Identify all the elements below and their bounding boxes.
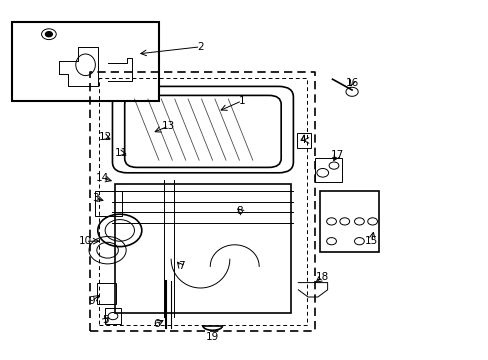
Bar <box>297 133 310 148</box>
Text: 12: 12 <box>98 132 112 142</box>
Text: 1: 1 <box>238 96 245 106</box>
Text: 11: 11 <box>114 148 128 158</box>
Text: 2: 2 <box>197 42 203 52</box>
Text: 8: 8 <box>236 206 243 216</box>
Text: 17: 17 <box>330 150 344 160</box>
Bar <box>105 308 121 324</box>
Bar <box>320 191 378 252</box>
Text: 7: 7 <box>177 261 184 271</box>
Bar <box>95 191 122 216</box>
Text: 10: 10 <box>79 236 92 246</box>
Text: 19: 19 <box>205 332 219 342</box>
Text: 4: 4 <box>299 135 306 145</box>
Text: 3: 3 <box>92 193 99 203</box>
Text: 13: 13 <box>162 121 175 131</box>
Text: 15: 15 <box>364 236 378 246</box>
Bar <box>315 158 342 182</box>
Bar <box>12 22 159 101</box>
Text: 16: 16 <box>345 78 358 88</box>
Text: 18: 18 <box>315 272 329 282</box>
Bar <box>115 184 290 313</box>
Bar <box>97 283 116 304</box>
Circle shape <box>45 32 52 37</box>
Text: 6: 6 <box>153 319 160 329</box>
Text: 5: 5 <box>102 315 108 325</box>
Text: 9: 9 <box>88 296 95 306</box>
Text: 14: 14 <box>96 173 109 183</box>
